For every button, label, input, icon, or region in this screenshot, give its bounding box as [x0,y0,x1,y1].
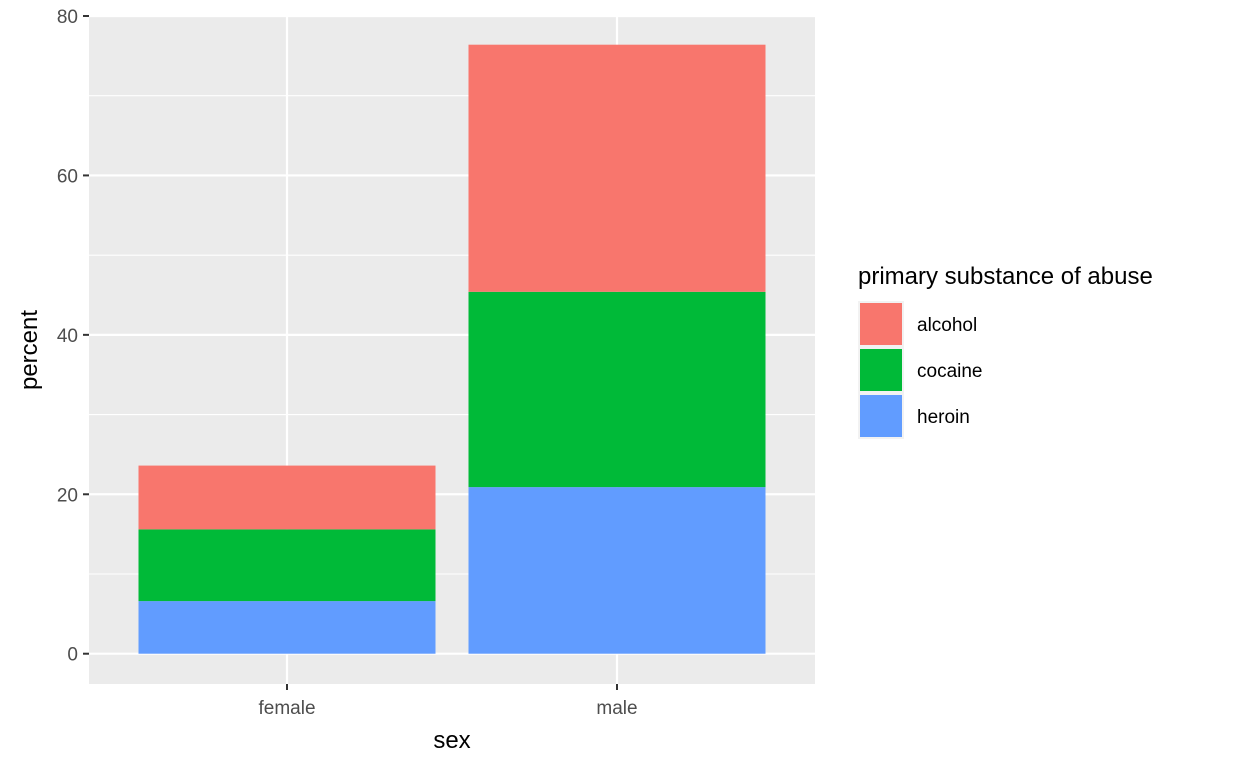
bar-male-heroin [468,487,766,654]
legend-label-heroin: heroin [917,407,970,428]
legend-swatch-alcohol [860,303,902,345]
legend-swatch-cocaine [860,349,902,391]
bar-male-alcohol [468,44,766,292]
x-axis-title: sex [433,727,470,754]
y-tick-label: 0 [67,645,78,666]
x-tick-label: female [258,698,315,719]
bar-female-alcohol [138,465,436,530]
legend: primary substance of abuse alcohol cocain… [858,263,1153,439]
legend-title: primary substance of abuse [858,263,1153,290]
y-tick-label: 60 [57,166,78,187]
x-tick-label: male [596,698,637,719]
y-tick-label: 20 [57,485,78,506]
legend-label-cocaine: cocaine [917,361,983,382]
bar-female-heroin [138,601,436,654]
bar-male-cocaine [468,291,766,488]
x-axis: female male [258,684,638,719]
y-tick-label: 40 [57,326,78,347]
bars [138,44,766,654]
y-tick-label: 80 [57,7,78,28]
legend-label-alcohol: alcohol [917,315,977,336]
y-axis: 0 20 40 60 80 [57,7,89,666]
bar-female-cocaine [138,529,436,602]
y-axis-title: percent [16,310,43,390]
legend-swatch-heroin [860,395,902,437]
legend-items: alcohol cocaine heroin [858,301,983,439]
